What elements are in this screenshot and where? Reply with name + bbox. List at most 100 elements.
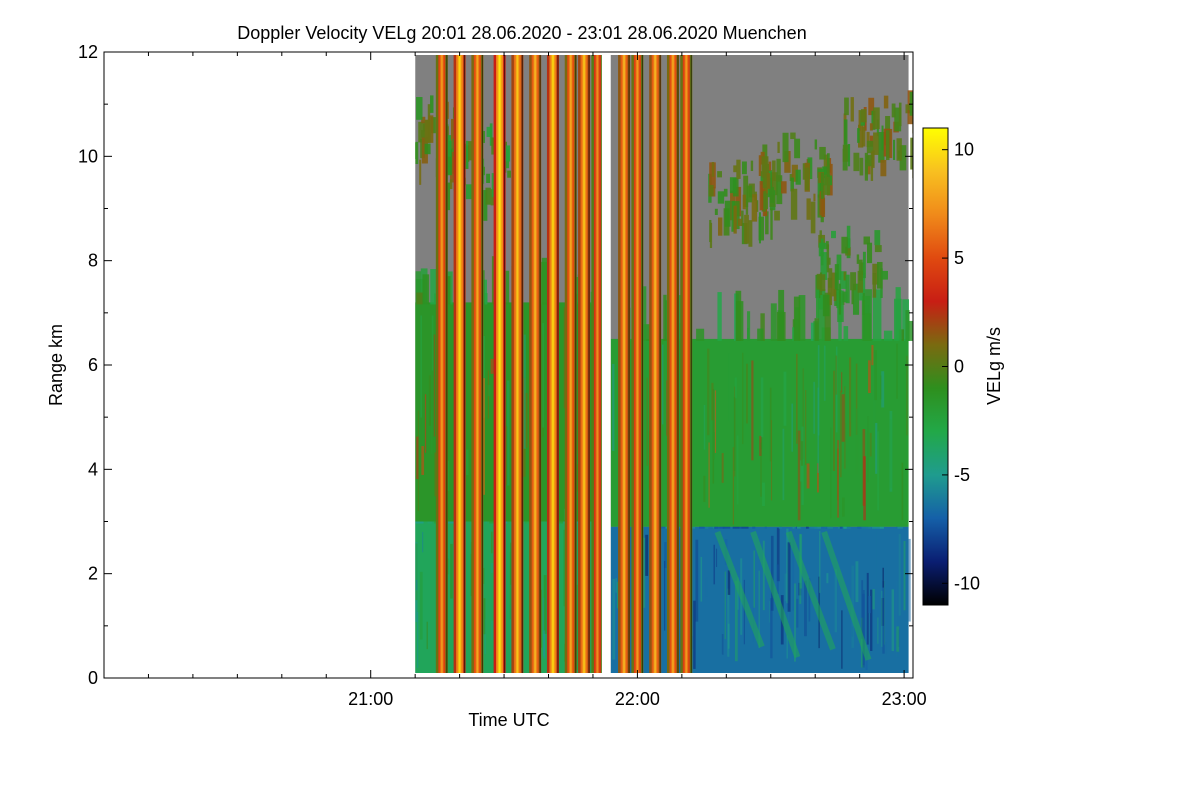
texture-streak — [862, 593, 865, 668]
colorbar-tick-label: -5 — [954, 465, 970, 485]
cloud-patch-cell — [827, 277, 833, 306]
cloud-patch-cell — [819, 191, 824, 216]
texture-streak — [742, 352, 744, 445]
cloud-patch-cell — [907, 110, 913, 125]
cloud-patch-cell — [880, 159, 887, 177]
edge-fragment — [491, 256, 495, 305]
cloud-patch-cell — [770, 208, 773, 240]
texture-streak — [447, 460, 450, 491]
texture-streak — [662, 344, 664, 425]
cloud-patch-cell — [873, 107, 880, 130]
cloud-patch-cell — [858, 110, 861, 131]
texture-streak — [906, 355, 908, 436]
cloud-patch-cell — [843, 271, 847, 281]
texture-streak — [784, 573, 788, 602]
cloud-patch-cell — [729, 177, 737, 194]
cloud-patch-cell — [782, 132, 789, 163]
cloud-patch-cell — [760, 171, 765, 185]
cloud-patch-cell — [858, 124, 864, 148]
edge-fragment — [905, 310, 910, 341]
cloud-patch-cell — [857, 128, 860, 143]
cloud-patch-cell — [866, 140, 874, 154]
precip-streak-edge — [557, 55, 559, 673]
texture-streak — [768, 600, 770, 623]
cloud-patch-cell — [743, 175, 749, 208]
cloud-patch-cell — [868, 97, 875, 116]
texture-streak — [446, 558, 450, 575]
cloud-patch-cell — [424, 143, 431, 155]
cloud-patch-cell — [491, 137, 495, 155]
texture-streak — [415, 579, 418, 591]
texture-streak — [421, 446, 425, 475]
cloud-patch-cell — [789, 174, 794, 181]
cloud-patch-cell — [871, 150, 875, 168]
texture-streak — [896, 343, 898, 399]
edge-fragment — [747, 311, 751, 341]
cloud-patch-cell — [839, 271, 847, 289]
texture-streak — [841, 372, 843, 393]
cloud-patch-cell — [465, 184, 473, 200]
y-tick-label: 0 — [88, 668, 98, 688]
edge-fragment — [757, 328, 764, 341]
plot-area — [104, 52, 913, 678]
colorbar-tick-label: -10 — [954, 573, 980, 593]
cloud-patch-cell — [421, 116, 426, 124]
cloud-patch-cell — [449, 179, 453, 190]
texture-streak — [525, 393, 528, 448]
cloud-patch-cell — [451, 118, 455, 150]
texture-streak — [433, 334, 436, 437]
cloud-patch-cell — [507, 170, 511, 178]
cloud-patch-cell — [861, 126, 866, 147]
edge-fragment — [883, 330, 893, 341]
cloud-patch-cell — [885, 130, 890, 161]
texture-streak — [868, 595, 871, 614]
cloud-patch-cell — [485, 187, 491, 205]
precip-streak-edge — [504, 55, 506, 673]
cloud-patch-cell — [820, 172, 824, 199]
texture-streak — [849, 357, 852, 437]
edge-fragment — [717, 292, 722, 341]
cloud-patch-cell — [863, 236, 870, 245]
cloud-patch-cell — [828, 268, 833, 288]
texture-streak — [808, 578, 811, 622]
texture-streak — [872, 589, 875, 610]
texture-streak — [612, 363, 615, 451]
data-gap — [601, 52, 611, 678]
cloud-patch-cell — [723, 188, 728, 197]
texture-streak — [707, 348, 710, 436]
texture-streak — [712, 432, 715, 460]
texture-streak — [823, 345, 826, 401]
texture-streak — [867, 416, 870, 483]
texture-streak — [891, 589, 895, 652]
cloud-patch-cell — [896, 138, 902, 161]
texture-streak — [703, 475, 706, 503]
cloud-patch-cell — [430, 95, 434, 113]
cloud-patch-cell — [748, 220, 753, 247]
cloud-patch-cell — [480, 190, 488, 221]
texture-streak — [428, 375, 431, 426]
cloud-patch-cell — [864, 152, 868, 181]
precip-streak-edge — [588, 55, 590, 673]
colorbar-label: VELg m/s — [984, 327, 1004, 405]
texture-streak — [819, 531, 821, 593]
cloud-patch-cell — [826, 244, 830, 273]
texture-streak — [787, 542, 791, 612]
precip-streak-edge — [481, 55, 483, 673]
data-gap — [104, 52, 416, 678]
cloud-patch-cell — [822, 294, 830, 317]
texture-streak — [615, 578, 618, 593]
texture-streak — [727, 588, 730, 657]
texture-streak — [760, 442, 762, 497]
edge-fragment — [484, 293, 488, 305]
colorbar: 10 5 0 -5 -10 — [922, 127, 980, 606]
cloud-patch-cell — [790, 132, 796, 140]
precip-streak-core — [458, 55, 461, 673]
texture-streak — [703, 404, 706, 450]
precip-streak-core — [636, 55, 639, 673]
cloud-patch-cell — [791, 164, 798, 182]
texture-streak — [855, 561, 859, 603]
texture-streak — [450, 543, 453, 599]
texture-streak — [845, 387, 847, 424]
cloud-patch-cell — [877, 261, 883, 289]
texture-streak — [424, 394, 427, 453]
